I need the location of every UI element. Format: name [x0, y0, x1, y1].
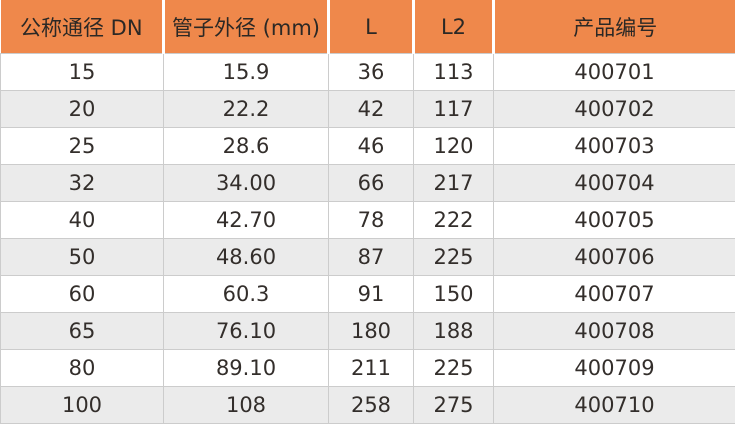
cell-pipe-od: 28.6 [163, 127, 329, 165]
cell-l2: 188 [413, 312, 494, 350]
cell-pipe-od: 22.2 [163, 90, 329, 128]
cell-l: 258 [328, 386, 414, 424]
cell-pipe-od: 42.70 [163, 201, 329, 239]
cell-l: 211 [328, 349, 414, 387]
table-header: 公称通径 DN 管子外径 (mm) L L2 产品编号 [0, 0, 735, 54]
cell-l2: 222 [413, 201, 494, 239]
table-row: 50 48.60 87 225 400706 [0, 238, 735, 276]
cell-product-code: 400708 [493, 312, 735, 350]
table-row: 100 108 258 275 400710 [0, 386, 735, 424]
cell-dn: 40 [0, 201, 164, 239]
cell-l: 78 [328, 201, 414, 239]
cell-dn: 50 [0, 238, 164, 276]
column-header-l: L [327, 0, 414, 54]
cell-dn: 20 [0, 90, 164, 128]
table-row: 40 42.70 78 222 400705 [0, 201, 735, 239]
cell-product-code: 400707 [493, 275, 735, 313]
cell-dn: 15 [0, 53, 164, 91]
column-header-pipe-od: 管子外径 (mm) [162, 0, 329, 54]
cell-l: 87 [328, 238, 414, 276]
cell-l: 91 [328, 275, 414, 313]
cell-product-code: 400705 [493, 201, 735, 239]
cell-l2: 275 [413, 386, 494, 424]
cell-product-code: 400702 [493, 90, 735, 128]
table-row: 65 76.10 180 188 400708 [0, 312, 735, 350]
cell-pipe-od: 89.10 [163, 349, 329, 387]
table-row: 25 28.6 46 120 400703 [0, 127, 735, 165]
cell-dn: 65 [0, 312, 164, 350]
cell-product-code: 400701 [493, 53, 735, 91]
table-row: 60 60.3 91 150 400707 [0, 275, 735, 313]
table-row: 15 15.9 36 113 400701 [0, 53, 735, 91]
cell-l2: 225 [413, 349, 494, 387]
cell-l2: 117 [413, 90, 494, 128]
cell-pipe-od: 15.9 [163, 53, 329, 91]
table-row: 32 34.00 66 217 400704 [0, 164, 735, 202]
cell-l2: 225 [413, 238, 494, 276]
column-header-product-code: 产品编号 [492, 0, 735, 54]
cell-l: 46 [328, 127, 414, 165]
table-body: 15 15.9 36 113 400701 20 22.2 42 117 400… [0, 53, 735, 424]
cell-l: 36 [328, 53, 414, 91]
cell-l: 66 [328, 164, 414, 202]
header-row: 公称通径 DN 管子外径 (mm) L L2 产品编号 [0, 0, 735, 54]
cell-l2: 217 [413, 164, 494, 202]
cell-pipe-od: 108 [163, 386, 329, 424]
cell-product-code: 400710 [493, 386, 735, 424]
cell-l: 180 [328, 312, 414, 350]
column-header-dn: 公称通径 DN [0, 0, 164, 54]
cell-product-code: 400704 [493, 164, 735, 202]
cell-l: 42 [328, 90, 414, 128]
cell-product-code: 400703 [493, 127, 735, 165]
cell-dn: 32 [0, 164, 164, 202]
cell-pipe-od: 60.3 [163, 275, 329, 313]
cell-product-code: 400706 [493, 238, 735, 276]
table-row: 20 22.2 42 117 400702 [0, 90, 735, 128]
table-row: 80 89.10 211 225 400709 [0, 349, 735, 387]
cell-product-code: 400709 [493, 349, 735, 387]
cell-dn: 60 [0, 275, 164, 313]
cell-l2: 150 [413, 275, 494, 313]
column-header-l2: L2 [412, 0, 494, 54]
cell-pipe-od: 48.60 [163, 238, 329, 276]
cell-dn: 80 [0, 349, 164, 387]
cell-pipe-od: 34.00 [163, 164, 329, 202]
product-spec-table: 公称通径 DN 管子外径 (mm) L L2 产品编号 15 15.9 36 1… [0, 0, 735, 424]
cell-dn: 100 [0, 386, 164, 424]
cell-pipe-od: 76.10 [163, 312, 329, 350]
cell-l2: 120 [413, 127, 494, 165]
cell-l2: 113 [413, 53, 494, 91]
cell-dn: 25 [0, 127, 164, 165]
